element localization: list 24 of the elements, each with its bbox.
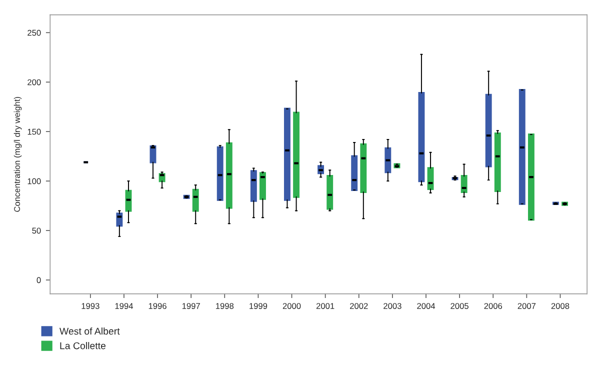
x-tick-label: 2002 (350, 303, 368, 309)
y-tick-label: 0 (36, 277, 41, 284)
x-tick-label: 2006 (484, 303, 502, 309)
x-tick-label: 2001 (316, 303, 334, 309)
x-tick-label: 2000 (282, 303, 301, 309)
x-tick-label: 1993 (82, 303, 100, 309)
x-tick-label: 2008 (551, 303, 570, 309)
x-tick-label: 2003 (384, 303, 402, 309)
x-tick-label: 2005 (450, 303, 468, 309)
legend-label: West of Albert (60, 328, 120, 335)
x-tick-label: 1997 (182, 303, 200, 309)
y-axis-title: Concentration (mg/l dry weight) (14, 96, 22, 212)
y-tick-label: 150 (28, 128, 41, 135)
y-tick-label: 250 (28, 30, 41, 36)
x-tick-label: 1999 (250, 303, 268, 309)
x-tick-label: 1994 (115, 303, 133, 309)
legend-label: La Collette (60, 342, 106, 350)
x-tick-label: 2007 (518, 303, 536, 309)
y-tick-label: 50 (32, 228, 41, 234)
x-tick-label: 2004 (417, 303, 436, 309)
x-tick-label: 1996 (148, 303, 166, 309)
y-tick-label: 100 (28, 178, 41, 184)
y-tick-label: 200 (28, 79, 41, 86)
x-tick-label: 1998 (216, 303, 234, 309)
